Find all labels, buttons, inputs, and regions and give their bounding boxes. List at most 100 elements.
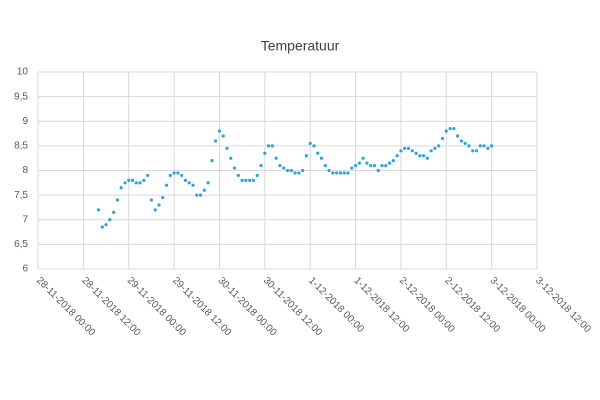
point: [130, 178, 135, 182]
point: [161, 195, 165, 200]
point: [176, 171, 180, 175]
point: [316, 151, 320, 155]
point: [421, 154, 426, 158]
point: [467, 144, 471, 148]
point: [380, 163, 384, 168]
point: [384, 163, 388, 168]
point: [282, 166, 286, 170]
point: [115, 198, 119, 202]
point: [293, 171, 297, 175]
point: [414, 151, 418, 155]
point: [463, 141, 467, 146]
point: [335, 171, 339, 175]
point: [146, 173, 150, 178]
point: [369, 163, 373, 168]
y-tick-label: 10: [17, 67, 29, 78]
point: [425, 156, 429, 160]
y-tick-label: 7: [22, 214, 28, 225]
point: [285, 168, 290, 173]
point: [195, 193, 199, 197]
point: [395, 154, 399, 158]
point: [350, 166, 354, 170]
point: [108, 218, 112, 222]
point: [225, 146, 229, 150]
point: [331, 171, 335, 175]
point: [456, 134, 460, 138]
point: [319, 156, 324, 160]
point: [391, 159, 395, 163]
point: [255, 173, 259, 178]
point: [259, 163, 263, 168]
point: [206, 181, 210, 185]
point: [444, 129, 448, 133]
point: [346, 171, 350, 175]
point: [142, 178, 146, 182]
point: [376, 168, 380, 173]
point: [168, 173, 172, 178]
point: [202, 188, 206, 192]
point: [172, 171, 176, 175]
point: [308, 141, 312, 146]
point: [164, 183, 169, 187]
point: [96, 208, 101, 212]
point: [410, 149, 414, 153]
point: [297, 171, 301, 175]
y-tick-label: 7,5: [14, 190, 28, 201]
point: [236, 173, 240, 178]
point: [403, 146, 407, 150]
point: [361, 156, 365, 160]
y-tick-label: 6,5: [14, 239, 28, 250]
point: [357, 161, 361, 165]
point: [440, 136, 445, 141]
point: [263, 151, 267, 155]
point: [459, 139, 463, 143]
point: [406, 146, 411, 150]
point: [323, 163, 327, 168]
point: [338, 171, 343, 175]
y-tick-label: 8,5: [14, 141, 28, 152]
point: [104, 223, 108, 227]
point: [112, 210, 116, 214]
point: [478, 144, 482, 148]
point: [153, 208, 157, 212]
point: [251, 178, 256, 182]
point: [183, 178, 188, 182]
point: [119, 186, 123, 190]
point: [270, 144, 274, 148]
point: [157, 203, 161, 207]
point: [180, 173, 184, 178]
point: [278, 163, 282, 168]
point: [342, 171, 346, 175]
point: [244, 178, 248, 182]
point: [471, 149, 475, 153]
point: [429, 149, 433, 153]
point: [210, 159, 214, 163]
point: [191, 183, 195, 187]
point: [433, 146, 437, 150]
chart-title: Temperatuur: [261, 38, 340, 54]
point: [248, 178, 252, 182]
point: [490, 144, 494, 148]
point: [289, 168, 293, 173]
point: [486, 146, 490, 150]
point: [198, 193, 203, 197]
point: [123, 181, 127, 185]
point: [232, 166, 237, 170]
point: [399, 149, 403, 153]
y-tick-label: 6: [22, 264, 28, 275]
point: [418, 154, 422, 158]
point: [304, 154, 309, 158]
point: [221, 134, 225, 138]
point: [274, 156, 278, 160]
point: [353, 163, 358, 168]
y-tick-label: 8: [22, 165, 28, 176]
point: [240, 178, 244, 182]
point: [448, 127, 452, 131]
point: [482, 144, 486, 148]
point: [217, 129, 222, 133]
point: [138, 181, 142, 185]
point: [214, 139, 218, 143]
point: [229, 156, 233, 160]
point: [327, 168, 331, 173]
